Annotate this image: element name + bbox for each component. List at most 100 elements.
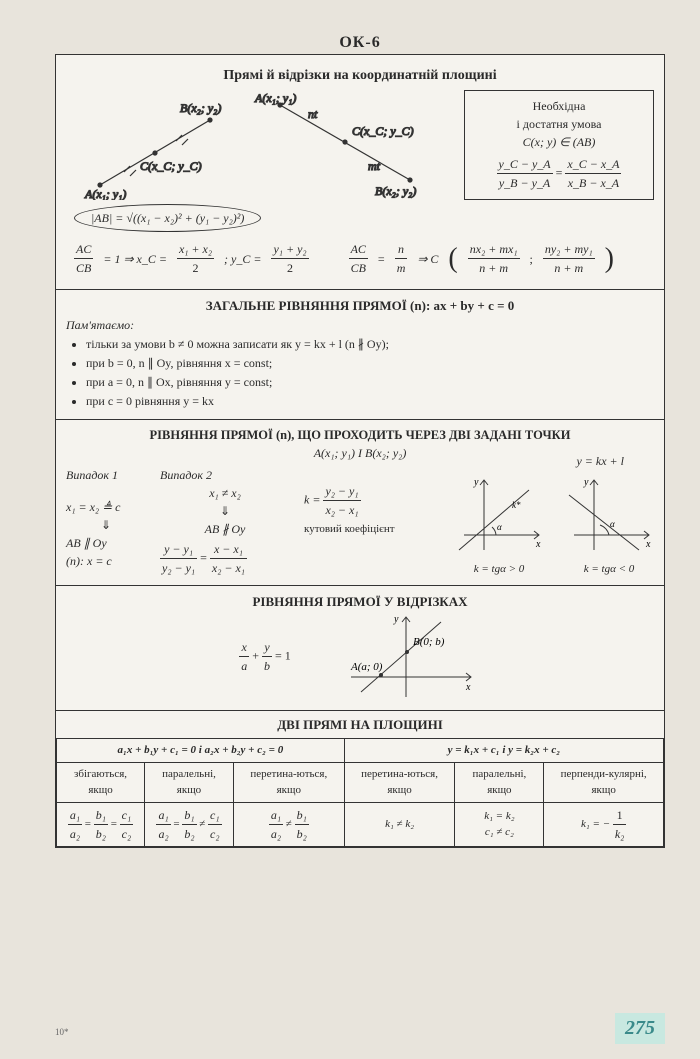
right-header: y = k₁x + c₁ і y = k₂x + c₂: [344, 739, 663, 763]
rt-m: m: [395, 259, 408, 277]
svg-text:y: y: [393, 614, 399, 625]
svg-text:C(x_C; y_C): C(x_C; y_C): [140, 159, 202, 173]
c2-ld: y₂ − y₁: [160, 559, 197, 577]
mp-yd: 2: [271, 259, 308, 277]
svg-text:α: α: [497, 522, 502, 532]
cond-frac-ln: y_C − y_A: [497, 155, 553, 174]
c1-2: ⇓: [66, 516, 146, 534]
segment-diagram: A(x₁; y₁) C(x_C; y_C) B(x₂; y₂) A(x₁; y₁…: [66, 90, 454, 200]
k-d: x₂ − x₁: [323, 501, 360, 519]
svg-text:C(x_C; y_C): C(x_C; y_C): [352, 124, 414, 138]
remember-label: Пам'ятаємо:: [66, 316, 654, 334]
col-r2: паралельні, якщо: [455, 762, 544, 802]
rt-yn: ny₂ + my₁: [543, 240, 595, 259]
remember-list: тільки за умови b ≠ 0 можна записати як …: [66, 335, 654, 410]
svg-text:k*: k*: [512, 500, 521, 510]
c1-1: x₁ = x₂ ≜ c: [66, 498, 146, 516]
page-frame: Прямі й відрізки на координатній площині…: [55, 54, 665, 848]
rt-xn: nx₂ + mx₁: [468, 240, 520, 259]
c2-rd: x₂ − x₁: [210, 559, 247, 577]
rt-cb: CB: [349, 259, 368, 277]
cond-frac-rn: x_C − x_A: [565, 155, 621, 174]
svg-text:B(x₂; y₂): B(x₂; y₂): [180, 101, 221, 115]
cond-l1: Необхідна: [475, 97, 643, 115]
svg-text:A(x₁; y₁): A(x₁; y₁): [84, 187, 126, 200]
svg-text:y: y: [473, 477, 479, 488]
case1-label: Випадок 1: [66, 466, 146, 484]
mp-yn: y₁ + y₂: [271, 240, 308, 259]
bullet-4: при c = 0 рівняння y = kx: [86, 392, 654, 410]
c1-3: AB ∥ Oy: [66, 534, 146, 552]
section-general-equation: ЗАГАЛЬНЕ РІВНЯННЯ ПРЯМОЇ (n): ax + by + …: [56, 289, 664, 419]
k-n: y₂ − y₁: [323, 482, 360, 501]
svg-text:A(a; 0): A(a; 0): [350, 661, 383, 673]
cell-l2: a₁a₂ = b₁b₂ ≠ c₁c₂: [145, 802, 234, 846]
g2-cap: k = tgα < 0: [564, 561, 654, 578]
section2-title: ЗАГАЛЬНЕ РІВНЯННЯ ПРЯМОЇ (n): ax + by + …: [66, 296, 654, 316]
i-plus: +: [252, 649, 259, 663]
mp-xn: x₁ + x₂: [177, 240, 214, 259]
cell-l3: a₁a₂ ≠ b₁b₂: [233, 802, 344, 846]
c2-2: ⇓: [160, 502, 290, 520]
bullet-1: тільки за умови b ≠ 0 можна записати як …: [86, 335, 654, 353]
rt-xd: n + m: [468, 259, 520, 277]
svg-text:y: y: [583, 477, 589, 488]
ix-n: x: [239, 638, 249, 657]
col-r3: перпенди-кулярні, якщо: [544, 762, 664, 802]
bullet-2: при b = 0, n ∥ Oy, рівняння x = const;: [86, 354, 654, 372]
rt-sep: ;: [530, 250, 533, 268]
cell-r1: k₁ ≠ k₂: [344, 802, 455, 846]
svg-text:x: x: [645, 539, 651, 550]
rt-arrow: ⇒ C: [417, 250, 438, 268]
i-eq1: = 1: [275, 649, 291, 663]
mp-sep: ; y_C =: [224, 250, 261, 268]
cell-r3: k₁ = − 1k₂: [544, 802, 664, 846]
ix-d: a: [239, 657, 249, 675]
col-l1: збігаються, якщо: [57, 762, 145, 802]
c2-ln: y − y₁: [160, 540, 197, 559]
svg-text:B(0; b): B(0; b): [413, 636, 445, 648]
intercept-graph: A(a; 0) B(0; b) x y: [331, 612, 481, 702]
svg-text:α: α: [610, 519, 615, 529]
cond-eq: =: [556, 165, 563, 179]
graph-neg-slope: x y α k = tgα < 0: [564, 475, 654, 577]
comparison-table: a₁x + b₁y + c₁ = 0 і a₂x + b₂y + c₂ = 0 …: [56, 738, 664, 847]
mp-ac: AC: [74, 240, 93, 259]
section5-title: ДВІ ПРЯМІ НА ПЛОЩИНІ: [56, 711, 664, 739]
k-desc: кутовий коефіцієнт: [304, 521, 434, 538]
cell-l1: a₁a₂ = b₁b₂ = c₁c₂: [57, 802, 145, 846]
cell-r2: k₁ = k₂ c₁ ≠ c₂: [455, 802, 544, 846]
section-two-lines: ДВІ ПРЯМІ НА ПЛОЩИНІ a₁x + b₁y + c₁ = 0 …: [56, 710, 664, 847]
c2-1: x₁ ≠ x₂: [160, 484, 290, 502]
left-header: a₁x + b₁y + c₁ = 0 і a₂x + b₂y + c₂ = 0: [57, 739, 345, 763]
cond-l2: і достатня умова: [475, 115, 643, 133]
section-two-points: РІВНЯННЯ ПРЯМОЇ (n), ЩО ПРОХОДИТЬ ЧЕРЕЗ …: [56, 419, 664, 586]
cond-frac-ld: y_B − y_A: [497, 174, 553, 192]
svg-text:mt: mt: [368, 159, 381, 173]
case2-label: Випадок 2: [160, 466, 290, 484]
mp-cb: CB: [74, 259, 93, 277]
condition-box: Необхідна і достатня умова C(x; y) ∈ (AB…: [464, 90, 654, 200]
y-kx-l: y = kx + l: [576, 452, 624, 470]
cond-frac-rd: x_B − x_A: [565, 174, 621, 192]
cond-l3: C(x; y) ∈ (AB): [475, 133, 643, 151]
iy-n: y: [262, 638, 272, 657]
doc-code: ОК-6: [55, 30, 665, 54]
svg-text:nt: nt: [308, 107, 318, 121]
iy-d: b: [262, 657, 272, 675]
c2-3: AB ∦ Oy: [160, 520, 290, 538]
c2-eq: =: [200, 551, 207, 565]
c1-4: (n): x = c: [66, 552, 146, 570]
graph-pos-slope: x y α k* k = tgα > 0: [454, 475, 544, 577]
svg-text:B(x₂; y₂): B(x₂; y₂): [375, 184, 416, 198]
col-l2: паралельні, якщо: [145, 762, 234, 802]
distance-formula: |AB| = √((x₁ − x₂)² + (y₁ − y₂)²): [74, 204, 261, 232]
rt-n: n: [395, 240, 408, 259]
svg-text:A(x₁; y₁): A(x₁; y₁): [254, 91, 296, 105]
section3-subtitle: A(x₁; y₁) І B(x₂; y₂): [66, 444, 654, 462]
c2-rn: x − x₁: [210, 540, 247, 559]
bullet-3: при a = 0, n ∥ Ox, рівняння y = const;: [86, 373, 654, 391]
mp-xd: 2: [177, 259, 214, 277]
g1-cap: k = tgα > 0: [454, 561, 544, 578]
svg-text:x: x: [535, 539, 541, 550]
